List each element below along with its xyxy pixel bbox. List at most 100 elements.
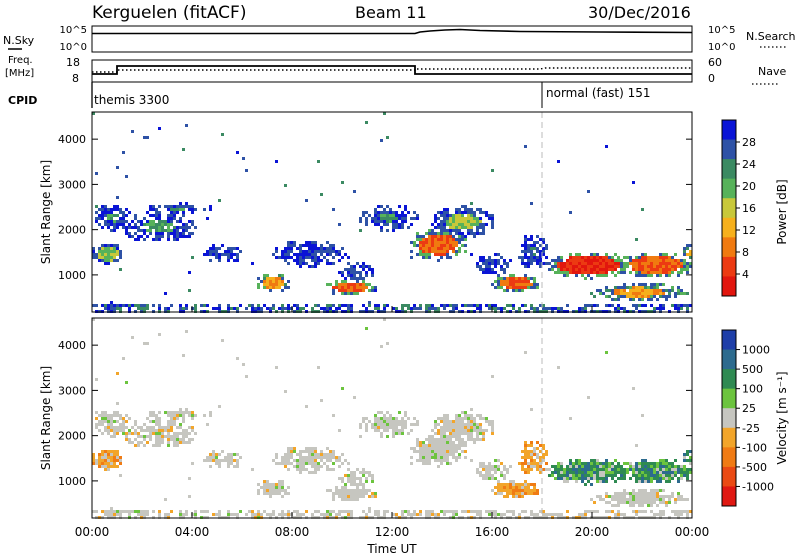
velocity-cell <box>122 417 125 420</box>
power-cell <box>638 259 641 262</box>
nsearch-tick-low: 10^0 <box>708 42 735 53</box>
velocity-cell <box>623 501 626 504</box>
velocity-cell <box>158 417 161 420</box>
velocity-cell <box>677 480 680 483</box>
velocity-cell <box>341 462 344 465</box>
velocity-cell <box>638 489 641 492</box>
velocity-cell <box>437 432 440 435</box>
velocity-cell <box>383 423 386 426</box>
power-cell <box>521 262 524 265</box>
power-cell <box>524 286 527 289</box>
power-cell <box>173 235 176 238</box>
velocity-cell <box>689 510 692 513</box>
velocity-cell <box>629 492 632 495</box>
velocity-cell <box>158 333 161 336</box>
power-cell <box>227 304 230 307</box>
power-cell <box>188 271 191 274</box>
power-cell <box>359 220 362 223</box>
power-cell <box>269 283 272 286</box>
velocity-cell <box>422 462 425 465</box>
power-cell <box>380 139 383 142</box>
velocity-cell <box>665 495 668 498</box>
power-cell <box>377 205 380 208</box>
velocity-cell <box>677 510 680 513</box>
velocity-cell <box>122 429 125 432</box>
power-cell <box>530 253 533 256</box>
power-cell <box>602 259 605 262</box>
power-cell <box>641 271 644 274</box>
power-cell <box>380 229 383 232</box>
power-cell <box>638 283 641 286</box>
velocity-cell <box>527 471 530 474</box>
velocity-cell <box>614 504 617 507</box>
power-cell <box>137 307 140 310</box>
power-cell <box>596 268 599 271</box>
power-cell <box>404 304 407 307</box>
velocity-cell <box>572 471 575 474</box>
power-cell <box>437 232 440 235</box>
velocity-cell <box>584 471 587 474</box>
colorbar-tick-label: 12 <box>742 224 756 237</box>
power-cell <box>626 265 629 268</box>
power-cell <box>239 304 242 307</box>
power-cell <box>479 307 482 310</box>
velocity-cell <box>110 465 113 468</box>
power-cell <box>107 214 110 217</box>
power-cell <box>638 274 641 277</box>
power-cell <box>530 250 533 253</box>
power-cell <box>632 292 635 295</box>
velocity-cell <box>452 435 455 438</box>
power-cell <box>230 247 233 250</box>
power-cell <box>422 256 425 259</box>
colorbar-tick-label: 4 <box>742 268 749 281</box>
power-cell <box>353 286 356 289</box>
velocity-cell <box>452 420 455 423</box>
power-cell <box>485 214 488 217</box>
velocity-cell <box>140 435 143 438</box>
power-cell <box>599 268 602 271</box>
velocity-cell <box>647 504 650 507</box>
velocity-cell <box>392 417 395 420</box>
power-cell <box>629 256 632 259</box>
power-cell <box>110 256 113 259</box>
power-cell <box>590 304 593 307</box>
velocity-cell <box>623 498 626 501</box>
velocity-cell <box>443 432 446 435</box>
velocity-cell <box>92 453 95 456</box>
power-cell <box>272 283 275 286</box>
power-cell <box>266 280 269 283</box>
power-cell <box>446 214 449 217</box>
power-cell <box>479 259 482 262</box>
power-cell <box>158 229 161 232</box>
velocity-cell <box>110 459 113 462</box>
power-cell <box>134 214 137 217</box>
power-cell <box>368 283 371 286</box>
power-cell <box>620 259 623 262</box>
power-cell <box>452 220 455 223</box>
power-cell <box>512 277 515 280</box>
power-cell <box>527 256 530 259</box>
power-cell <box>665 268 668 271</box>
velocity-cell <box>365 492 368 495</box>
power-cell <box>611 292 614 295</box>
velocity-cell <box>521 456 524 459</box>
power-cell <box>362 214 365 217</box>
power-cell <box>281 274 284 277</box>
velocity-cell <box>542 513 545 516</box>
power-cell <box>176 226 179 229</box>
power-cell <box>470 217 473 220</box>
power-cell <box>581 262 584 265</box>
velocity-cell <box>296 462 299 465</box>
velocity-cell <box>446 435 449 438</box>
velocity-cell <box>308 450 311 453</box>
power-cell <box>110 259 113 262</box>
power-cell <box>557 271 560 274</box>
power-cell <box>158 307 161 310</box>
velocity-cell <box>140 426 143 429</box>
power-cell <box>590 292 593 295</box>
power-cell <box>536 256 539 259</box>
power-cell <box>386 211 389 214</box>
velocity-cell <box>512 492 515 495</box>
power-cell <box>536 235 539 238</box>
velocity-cell <box>527 453 530 456</box>
